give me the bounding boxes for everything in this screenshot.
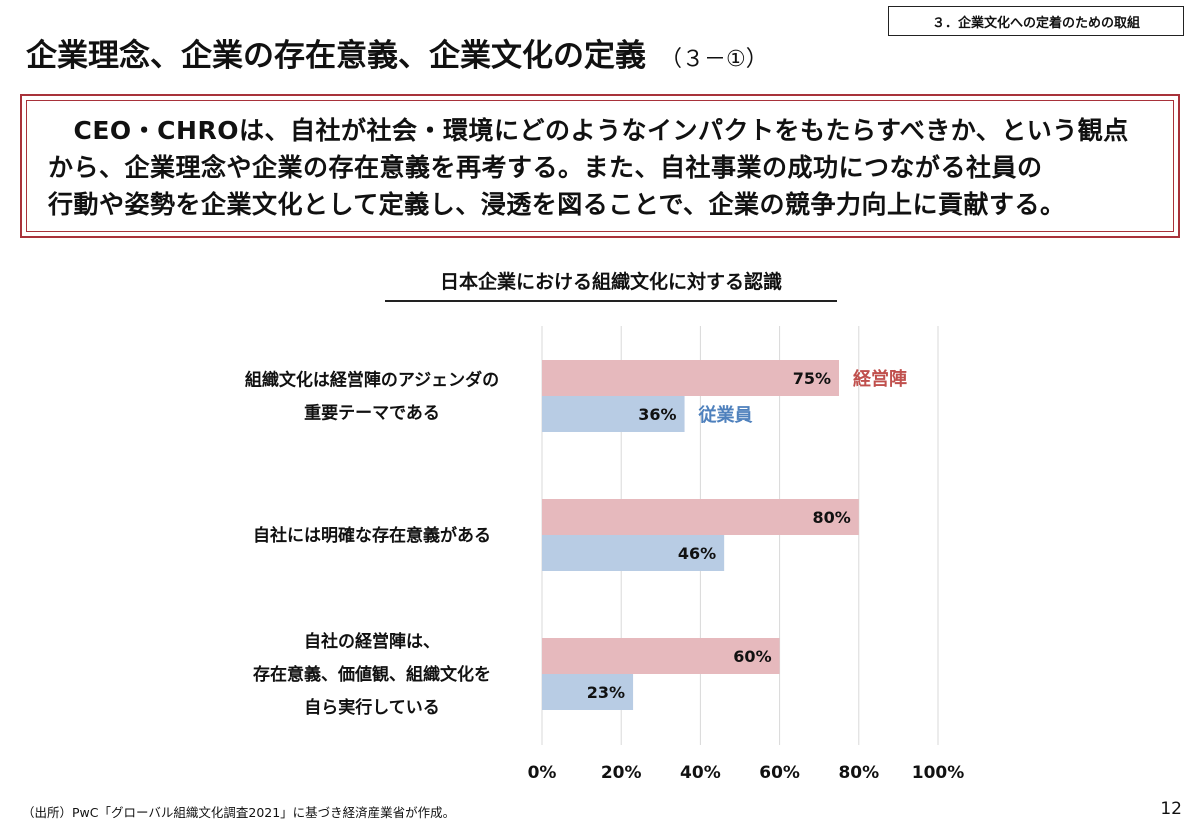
- x-tick-label: 100%: [912, 763, 965, 783]
- bar-employee: [542, 396, 685, 432]
- x-tick-label: 60%: [759, 763, 800, 783]
- summary-line: から、企業理念や企業の存在意義を再考する。また、自社事業の成功につながる社員の: [48, 153, 1043, 182]
- x-tick-label: 40%: [680, 763, 721, 783]
- summary-box-inner-border: [26, 100, 1174, 232]
- x-tick-label: 0%: [528, 763, 557, 783]
- category-label: 重要テーマである: [304, 403, 440, 424]
- data-label: 75%: [793, 369, 831, 388]
- data-label: 23%: [587, 683, 625, 702]
- category-label: 自社の経営陣は、: [304, 631, 440, 652]
- page-title: 企業理念、企業の存在意義、企業文化の定義 （３－①）: [26, 30, 768, 80]
- category-label: 自社には明確な存在意義がある: [253, 525, 491, 546]
- summary-text: CEO・CHROは、自社が社会・環境にどのようなインパクトをもたらすべきか、とい…: [48, 112, 1168, 223]
- category-label: 組織文化は経営陣のアジェンダの: [245, 370, 499, 391]
- summary-line: 行動や姿勢を企業文化として定義し、浸透を図ることで、企業の競争力向上に貢献する。: [48, 190, 1066, 219]
- summary-box: CEO・CHROは、自社が社会・環境にどのようなインパクトをもたらすべきか、とい…: [20, 94, 1180, 238]
- bar-management: [542, 360, 839, 396]
- page-number: 12: [1160, 799, 1182, 819]
- data-label: 36%: [638, 405, 676, 424]
- category-label: 自ら実行している: [304, 697, 440, 718]
- summary-line: CEO・CHROは、自社が社会・環境にどのようなインパクトをもたらすべきか、とい…: [48, 116, 1129, 145]
- bar-employee: [542, 674, 634, 710]
- bar-management: [542, 499, 859, 535]
- data-label: 60%: [733, 647, 771, 666]
- page-title-sub: （３－①）: [660, 47, 768, 72]
- section-tag: ３．企業文化への定着のための取組: [888, 6, 1184, 36]
- chart-title: 日本企業における組織文化に対する認識: [385, 264, 837, 302]
- page-title-main: 企業理念、企業の存在意義、企業文化の定義: [26, 38, 646, 74]
- data-label: 80%: [813, 508, 851, 527]
- bar-management: [542, 638, 780, 674]
- category-label: 存在意義、価値観、組織文化を: [253, 664, 491, 685]
- series-label: 経営陣: [853, 368, 907, 390]
- bar-employee: [542, 535, 725, 571]
- series-label: 従業員: [698, 404, 753, 426]
- x-tick-label: 80%: [838, 763, 879, 783]
- x-tick-label: 20%: [601, 763, 642, 783]
- data-label: 46%: [678, 544, 716, 563]
- source-note: （出所）PwC「グローバル組織文化調査2021」に基づき経済産業省が作成。: [22, 805, 456, 820]
